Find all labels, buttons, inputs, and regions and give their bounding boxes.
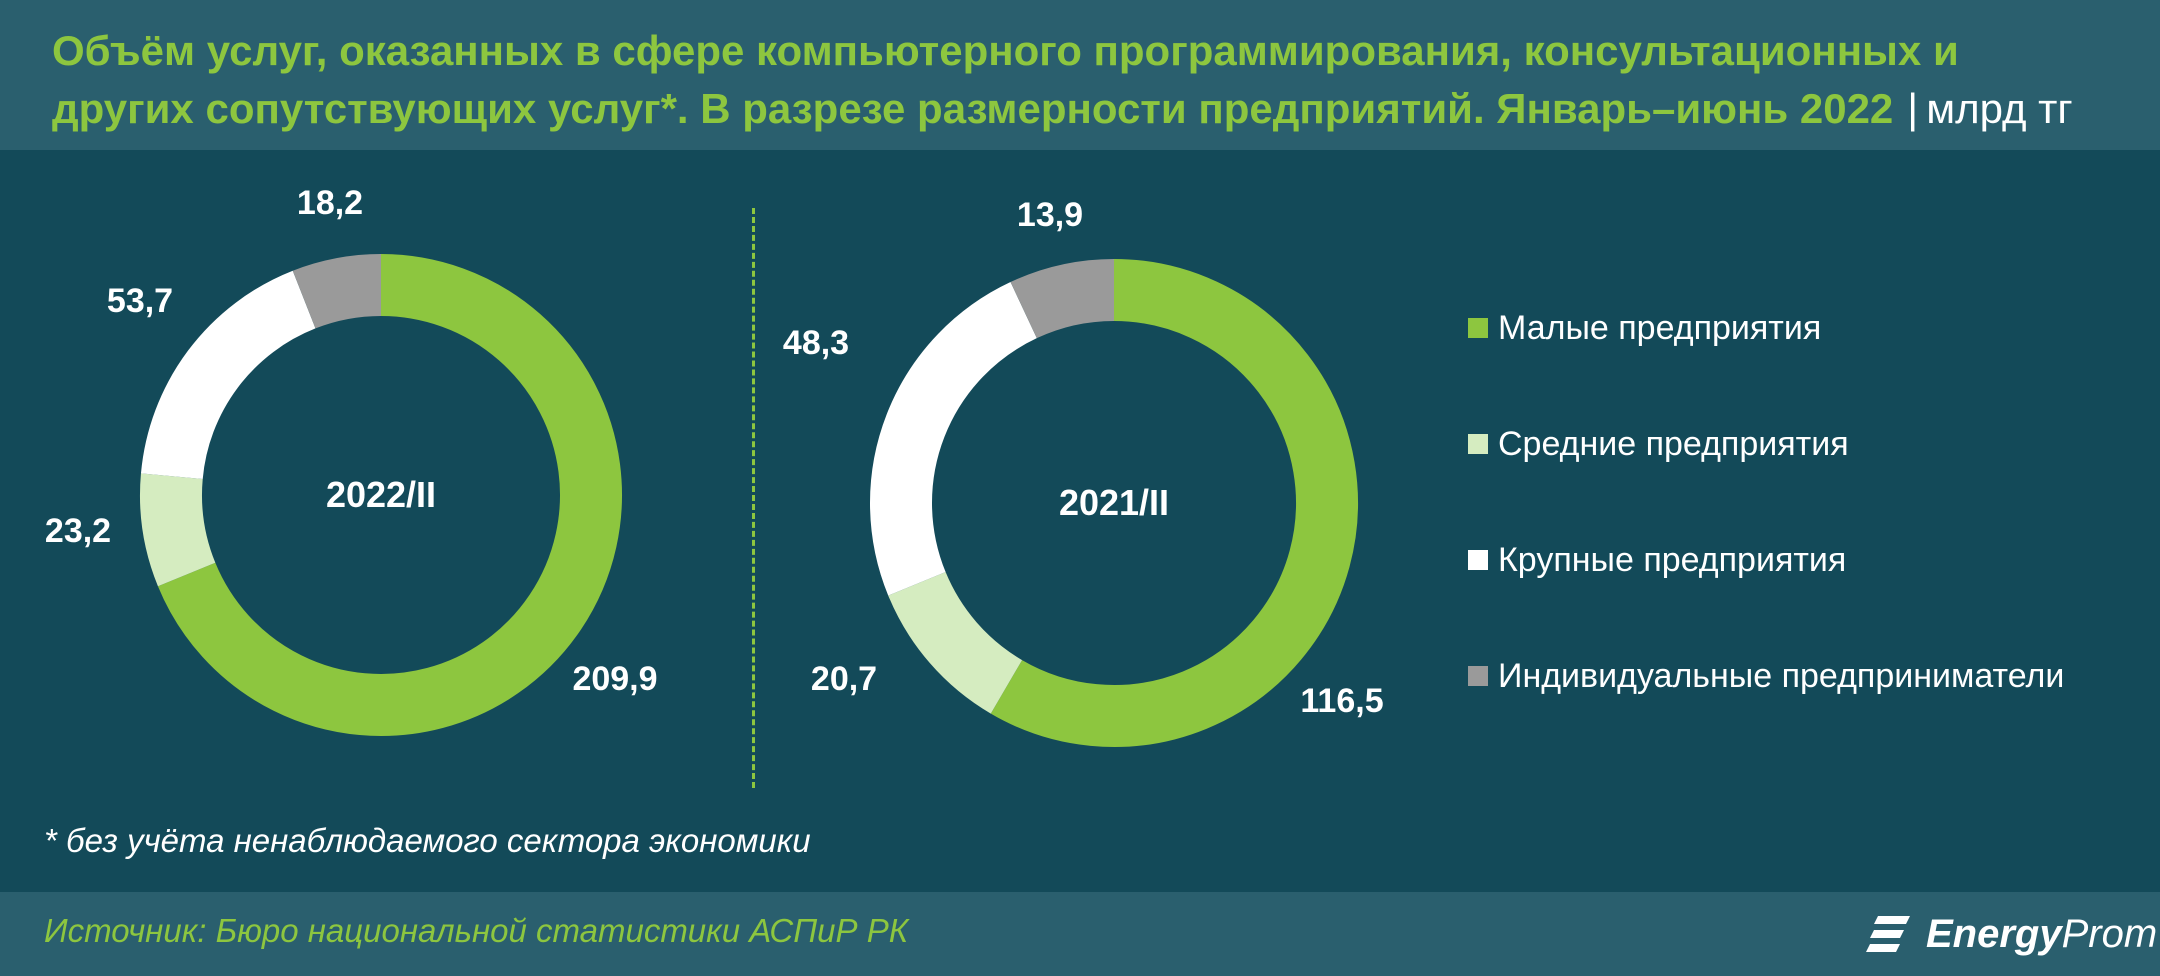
header: Объём услуг, оказанных в сфере компьютер… — [0, 0, 2160, 150]
logo-icon — [1866, 916, 1910, 952]
unit-label: млрд тг — [1926, 85, 2073, 132]
donut-1-center-label: 2022/II — [326, 474, 436, 515]
title-line-1: Объём услуг, оказанных в сфере компьютер… — [52, 27, 1959, 74]
donut-1-value-label-individual: 18,2 — [297, 184, 363, 222]
footnote: * без учёта ненаблюдаемого сектора эконо… — [44, 822, 811, 859]
donut-1-segment-medium — [140, 473, 216, 587]
footer: Источник: Бюро национальной статистики А… — [0, 892, 2160, 976]
title-separator: | — [1907, 85, 1919, 132]
logo-text-bold: Energy — [1926, 912, 2062, 956]
chart-divider — [752, 208, 755, 788]
donut-1-segment-large — [140, 270, 317, 480]
legend-swatch-medium — [1468, 434, 1488, 454]
donut-1-value-label-medium: 23,2 — [45, 512, 111, 550]
donut-1-segment-small — [157, 254, 622, 736]
title-line-2: других сопутствующих услуг*. В разрезе р… — [52, 80, 2142, 138]
donut-2-center-label: 2021/II — [1059, 482, 1169, 523]
donut-1-segment-individual — [292, 254, 382, 329]
legend-swatch-individual — [1468, 666, 1488, 686]
legend-swatch-small — [1468, 318, 1488, 338]
legend-label-medium: Средние предприятия — [1498, 425, 1849, 463]
donut-2-value-label-small: 116,5 — [1300, 682, 1383, 720]
donut-2-segment-small — [990, 259, 1358, 747]
donut-2-segment-individual — [1010, 259, 1115, 339]
legend-label-small: Малые предприятия — [1498, 309, 1822, 347]
energyprom-logo: EnergyProm — [1864, 906, 2157, 966]
donut-1-value-label-small: 209,9 — [572, 660, 657, 698]
source-note: Источник: Бюро национальной статистики А… — [44, 912, 909, 949]
title-line-2-text: других сопутствующих услуг*. В разрезе р… — [52, 85, 1894, 132]
legend-label-individual: Индивидуальные предприниматели — [1498, 657, 2065, 695]
donut-2-segment-medium — [888, 571, 1023, 714]
chart-title: Объём услуг, оказанных в сфере компьютер… — [52, 22, 2142, 138]
donut-2-value-label-medium: 20,7 — [811, 660, 877, 698]
logo-text: EnergyProm — [1926, 912, 2157, 957]
legend-swatch-large — [1468, 550, 1488, 570]
donut-1-value-label-large: 53,7 — [107, 282, 173, 320]
donut-2-value-label-individual: 13,9 — [1017, 196, 1083, 234]
legend-label-large: Крупные предприятия — [1498, 541, 1847, 579]
donut-2-value-label-large: 48,3 — [783, 324, 849, 362]
donut-2-segment-large — [870, 282, 1038, 596]
logo-text-light: Prom — [2061, 912, 2158, 956]
